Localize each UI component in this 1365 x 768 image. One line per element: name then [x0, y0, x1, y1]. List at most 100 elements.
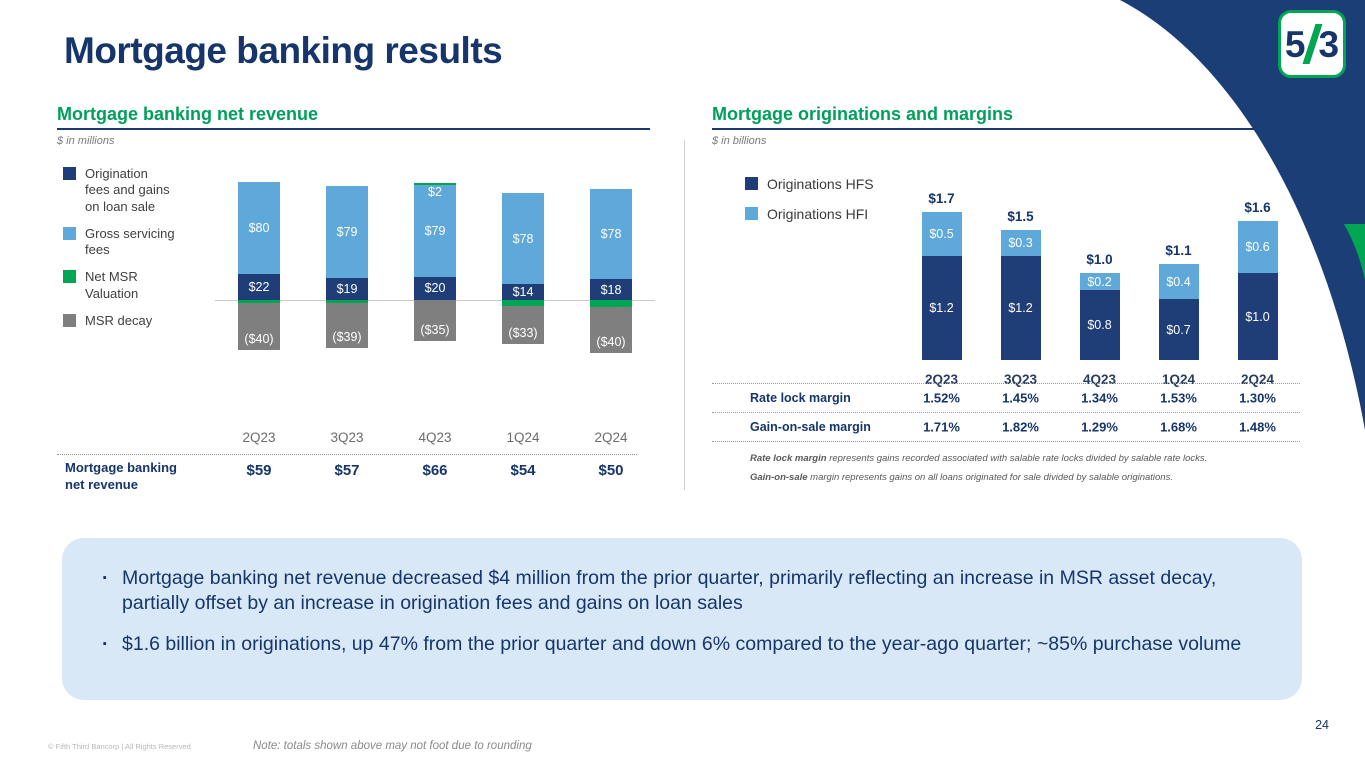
bar-value-label: $0.4 [1166, 274, 1191, 289]
bar-segment [326, 186, 368, 278]
bar-segment [238, 300, 280, 304]
margin-value: 1.30% [1239, 390, 1276, 406]
legend-swatch [745, 207, 758, 220]
margin-row-values: 1.71% 1.82% 1.29% 1.68% 1.48% [902, 413, 1297, 441]
bar-total-label: $1.5 [1007, 208, 1034, 224]
bullet-item: · $1.6 billion in originations, up 47% f… [102, 632, 1262, 657]
legend-item: Origination fees and gains on loan sale [63, 166, 193, 215]
margin-footnotes: Rate lock margin represents gains record… [750, 452, 1302, 490]
bar-value-label: ($39) [332, 329, 362, 344]
footnote-lead: Gain-on-sale [750, 471, 808, 483]
right-chart-legend: Originations HFS Originations HFI [745, 176, 874, 222]
bar-segment [590, 306, 632, 354]
bar-segment [326, 300, 368, 303]
footnote-text: margin represents gains on all loans ori… [807, 471, 1173, 483]
right-panel-rule [712, 128, 1302, 130]
margin-value: 1.48% [1239, 419, 1276, 435]
bar-value-label: $78 [512, 231, 534, 246]
bullet-dot: · [102, 567, 109, 589]
bar-segment [326, 302, 368, 348]
bar-segment [1000, 255, 1041, 360]
bar-value-label: $2 [428, 185, 442, 200]
net-revenue-value: $50 [598, 462, 624, 479]
margin-row-label: Rate lock margin [750, 391, 851, 405]
margin-table-row: Gain-on-sale margin 1.71% 1.82% 1.29% 1.68% 1… [712, 412, 1300, 441]
margin-table-row: Rate lock margin 1.52% 1.45% 1.34% 1.53% 1.30… [712, 383, 1300, 412]
fifth-third-logo: 5 3 [1278, 10, 1346, 78]
bar-total-label: $1.1 [1165, 243, 1192, 259]
bar-value-label: ($40) [596, 335, 626, 350]
bar-segment [326, 277, 368, 300]
corner-navy-swoosh [1120, 0, 1365, 430]
legend-label: MSR decay [85, 312, 153, 328]
margin-value: 1.29% [1081, 419, 1118, 435]
margin-value: 1.53% [1160, 390, 1197, 406]
bar-value-label: $79 [424, 223, 446, 238]
summary-callout: · Mortgage banking net revenue decreased… [62, 538, 1302, 700]
footnote-text: represents gains recorded associated wit… [826, 453, 1208, 464]
left-chart-categories: 2Q23 3Q23 4Q23 1Q24 2Q24 [215, 430, 655, 447]
bar-segment [921, 255, 962, 360]
left-panel-rule [57, 128, 650, 130]
corner-decoration [1120, 0, 1365, 430]
margin-value: 1.68% [1160, 419, 1197, 435]
left-panel-heading: Mortgage banking net revenue [57, 104, 319, 124]
bullet-text: Mortgage banking net revenue decreased $… [122, 567, 1217, 615]
bar-value-label: $80 [248, 221, 270, 236]
legend-label: Originations HFI [767, 206, 869, 222]
bar-segment [1158, 299, 1199, 360]
page-title: Mortgage banking results [64, 30, 503, 71]
bar-value-label: $19 [336, 281, 358, 296]
legend-swatch [63, 167, 76, 180]
legend-swatch [745, 177, 758, 190]
corner-green-accent [1344, 224, 1365, 280]
bar-segment [238, 303, 280, 350]
bar-value-label: $18 [600, 282, 622, 297]
left-panel-units: $ in millions [57, 135, 115, 147]
bar-total-label: $1.7 [928, 191, 955, 207]
legend-label: Origination fees and gains on loan sale [85, 166, 170, 214]
right-panel-units: $ in billions [712, 135, 767, 147]
net-revenue-row-label: Mortgage banking net revenue [65, 460, 177, 492]
bar-value-label: $78 [600, 226, 622, 241]
legend-label: Gross servicing fees [85, 225, 175, 257]
panel-divider [684, 140, 685, 490]
category-label: 2Q24 [594, 430, 628, 445]
net-revenue-value: $66 [422, 462, 448, 479]
bar-segment [1237, 220, 1278, 273]
footnote-line: Gain-on-sale margin represents gains on … [750, 471, 1302, 485]
bar-value-label: $0.8 [1087, 318, 1112, 333]
bar-value-label: $20 [424, 281, 446, 296]
right-panel-heading: Mortgage originations and margins [712, 104, 1014, 124]
margin-value: 1.45% [1002, 390, 1039, 406]
legend-item: Net MSR Valuation [63, 269, 193, 302]
bar-total-label: $1.6 [1244, 199, 1271, 215]
bar-value-label: ($40) [244, 331, 274, 346]
legend-swatch [63, 226, 76, 240]
margin-value: 1.34% [1081, 390, 1118, 406]
legend-item: Originations HFS [745, 176, 874, 192]
legend-item: MSR decay [63, 313, 193, 329]
originations-panel: Mortgage originations and margins $ in b… [712, 104, 1302, 544]
bar-value-label: $0.6 [1245, 239, 1270, 254]
bar-segment [921, 212, 962, 256]
bar-segment [414, 185, 456, 277]
bar-value-label: $14 [512, 284, 534, 299]
bar-total-label: $1.0 [1086, 252, 1113, 267]
bullet-dot: · [102, 632, 109, 655]
bar-value-label: $0.2 [1087, 274, 1112, 289]
net-revenue-chart: $22$80($3)($40)$19$79($2)($39)$20$79$2($… [215, 180, 655, 356]
category-label: 4Q23 [418, 430, 452, 445]
legend-label: Originations HFS [767, 176, 874, 192]
category-label: 3Q23 [330, 430, 364, 445]
margin-value: 1.82% [1002, 419, 1039, 435]
footnote-lead: Rate lock margin [750, 453, 827, 464]
bar-value-label: $1.0 [1245, 309, 1270, 324]
legend-swatch [63, 313, 76, 327]
bar-segment [590, 300, 632, 307]
margin-row-values: 1.52% 1.45% 1.34% 1.53% 1.30% [902, 384, 1297, 412]
legend-item: Gross servicing fees [63, 226, 193, 259]
bar-value-label: $1.2 [1008, 300, 1033, 315]
net-revenue-row-values: $59 $57 $66 $54 $50 [215, 462, 655, 482]
logo-digit-three: 3 [1318, 23, 1340, 65]
